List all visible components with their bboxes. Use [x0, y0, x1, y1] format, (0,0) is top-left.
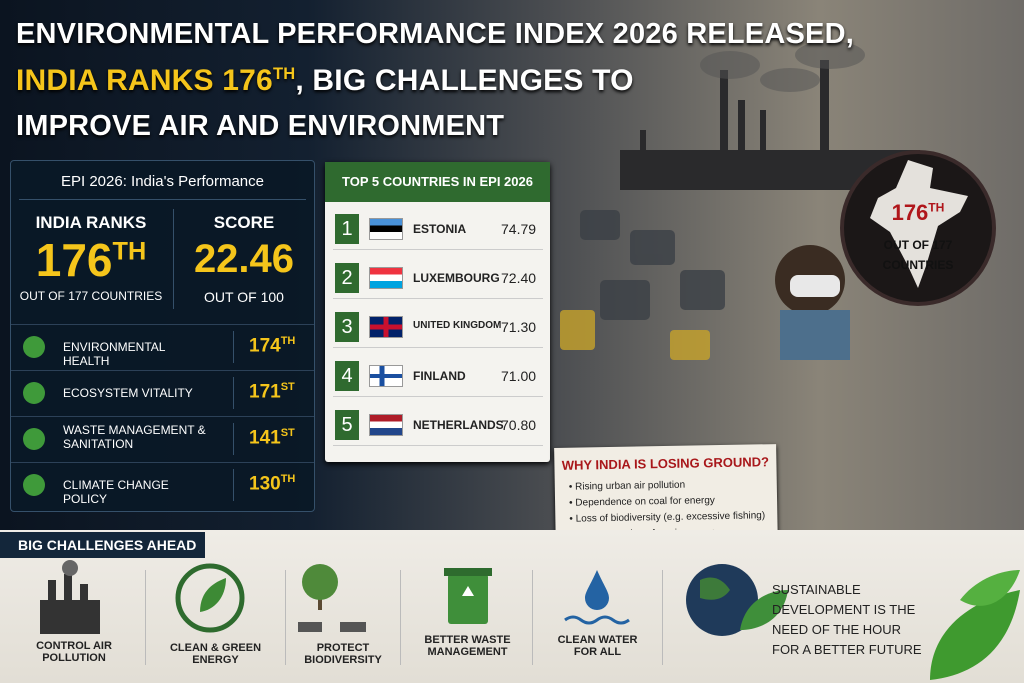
indicator-rank-suffix: TH: [280, 473, 296, 485]
rank-badge-bg: [840, 150, 996, 306]
country-score: 71.30: [501, 319, 537, 335]
badge-line-2: COUNTRIES: [882, 258, 954, 272]
indicator-icon: [23, 382, 45, 404]
score-note: OUT OF 100: [204, 289, 284, 305]
challenge-item: CLEAN WATER FOR ALL: [557, 634, 638, 658]
divider: [145, 570, 146, 665]
score: 22.46: [193, 237, 295, 281]
divider: [233, 331, 234, 363]
indicator-name: CLIMATE CHANGE POLICY: [63, 478, 169, 506]
country-score: 71.00: [501, 368, 537, 384]
country-name: NETHERLANDS: [413, 418, 504, 432]
rank-box: 4: [335, 361, 359, 391]
title-highlight: INDIA RANKS 176: [16, 64, 273, 97]
indicator-row: ENVIRONMENTAL HEALTH 174TH: [11, 324, 314, 368]
indicator-icon: [23, 474, 45, 496]
indicator-rank-suffix: TH: [280, 335, 296, 347]
indicator-rank-number: 171: [249, 381, 281, 403]
divider: [19, 199, 306, 200]
challenge-item: CLEAN & GREEN ENERGY: [169, 642, 262, 666]
why-point: • Dependence on coal for energy: [568, 495, 715, 509]
country-name: UNITED KINGDOM: [413, 320, 502, 331]
divider: [233, 423, 234, 455]
rank: 176: [35, 234, 113, 286]
flag: [369, 218, 403, 240]
title-line-2: INDIA RANKS 176TH, BIG CHALLENGES TO: [16, 64, 634, 98]
flag: [369, 316, 403, 338]
country-score: 70.80: [501, 417, 537, 433]
top5-title: TOP 5 COUNTRIES IN EPI 2026: [325, 162, 550, 202]
performance-panel: EPI 2026: India's Performance INDIA RANK…: [10, 160, 315, 512]
divider: [532, 570, 533, 665]
country-name: FINLAND: [413, 369, 466, 383]
indicator-icon: [23, 336, 45, 358]
indicator-row: CLIMATE CHANGE POLICY 130TH: [11, 462, 314, 506]
rank-box: 2: [335, 263, 359, 293]
divider: [400, 570, 401, 665]
country-score: 72.40: [501, 270, 537, 286]
challenge-item: PROTECT BIODIVERSITY: [304, 642, 382, 666]
country-name: ESTONIA: [413, 222, 467, 236]
top5-row: 2 LUXEMBOURG 72.40: [333, 259, 543, 299]
indicator-icon: [23, 428, 45, 450]
rank-box: 3: [335, 312, 359, 342]
divider: [285, 570, 286, 665]
indicator-rank-number: 130: [249, 473, 281, 495]
indicator-rank-number: 141: [249, 427, 281, 449]
indicator-name: WASTE MANAGEMENT & SANITATION: [63, 423, 206, 451]
title-line-1: ENVIRONMENTAL PERFORMANCE INDEX 2026 REL…: [16, 18, 854, 50]
divider: [233, 377, 234, 409]
rank-suffix: TH: [112, 237, 147, 266]
badge-rank: 176TH: [858, 200, 978, 226]
top5-row: 1 ESTONIA 74.79: [333, 210, 543, 250]
country-score: 74.79: [501, 221, 537, 237]
flag: [369, 365, 403, 387]
indicator-rank: 130TH: [249, 473, 295, 495]
indicator-rank-suffix: ST: [280, 427, 295, 439]
rank-note: OUT OF 177 COUNTRIES: [19, 289, 163, 303]
indicator-name: ECOSYSTEM VITALITY: [63, 386, 193, 400]
indicator-name: ENVIRONMENTAL HEALTH: [63, 340, 166, 368]
why-point: • Rising urban air pollution: [568, 479, 686, 493]
divider: [173, 209, 174, 309]
challenges-band: BIG CHALLENGES AHEAD CONTROL AIR POLLUTI…: [0, 530, 1024, 683]
badge-line-1: OUT OF 177: [883, 238, 953, 252]
score-label: SCORE: [213, 213, 275, 232]
challenge-icons: [40, 560, 1020, 680]
title-line-3: IMPROVE AIR AND ENVIRONMENT: [16, 110, 505, 142]
indicator-rank-number: 174: [249, 335, 281, 357]
closing-message: SUSTAINABLE DEVELOPMENT IS THE NEED OF T…: [772, 582, 922, 657]
challenges-title: BIG CHALLENGES AHEAD: [0, 532, 205, 558]
indicator-rank-suffix: ST: [280, 381, 295, 393]
rank-value: 176TH: [11, 233, 171, 287]
indicator-rank: 174TH: [249, 335, 295, 357]
panel-title: EPI 2026: India's Performance: [61, 173, 264, 190]
divider: [233, 469, 234, 501]
rank-label: INDIA RANKS: [35, 213, 147, 232]
flag: [369, 414, 403, 436]
top5-panel: TOP 5 COUNTRIES IN EPI 2026 1 ESTONIA 74.7…: [325, 162, 550, 462]
why-points: • Rising urban air pollution • Dependence…: [554, 444, 776, 541]
flag: [369, 267, 403, 289]
title-rest: , BIG CHALLENGES TO: [295, 64, 634, 97]
top5-row: 4 FINLAND 71.00: [333, 357, 543, 397]
indicator-row: WASTE MANAGEMENT & SANITATION 141ST: [11, 416, 314, 460]
why-title: WHY INDIA IS LOSING GROUND?: [561, 454, 770, 473]
indicator-rank: 141ST: [249, 427, 295, 449]
title-suffix: TH: [272, 65, 296, 83]
divider: [662, 570, 663, 665]
top5-row: 3 UNITED KINGDOM 71.30: [333, 308, 543, 348]
badge-rank-suffix: TH: [928, 200, 945, 215]
why-point: • Loss of biodiversity (e.g. excessive f…: [569, 510, 766, 525]
indicator-rank: 171ST: [249, 381, 295, 403]
rank-box: 1: [335, 214, 359, 244]
challenge-item: BETTER WASTE MANAGEMENT: [424, 634, 511, 658]
country-name: LUXEMBOURG: [413, 271, 500, 285]
badge-rank-number: 176: [891, 200, 929, 225]
challenge-item: CONTROL AIR POLLUTION: [36, 640, 112, 664]
rank-box: 5: [335, 410, 359, 440]
indicator-row: ECOSYSTEM VITALITY 171ST: [11, 370, 314, 414]
top5-row: 5 NETHERLANDS 70.80: [333, 406, 543, 446]
